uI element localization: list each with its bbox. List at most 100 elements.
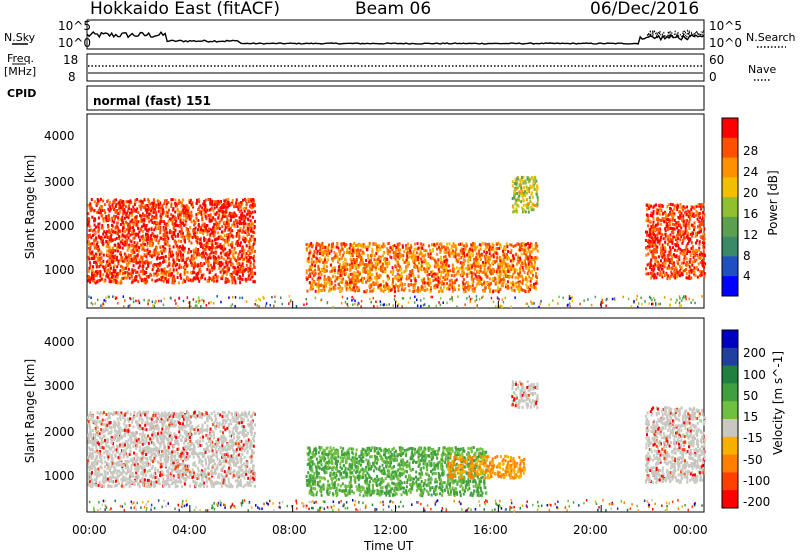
heatmap-cell <box>203 208 206 212</box>
heatmap-cell <box>137 280 140 284</box>
heatmap-cell <box>236 262 239 265</box>
heatmap-cell <box>360 278 363 282</box>
heatmap-cell <box>179 200 182 204</box>
heatmap-cell <box>383 303 385 306</box>
heatmap-cell <box>402 254 405 258</box>
heatmap-cell <box>97 245 100 249</box>
heatmap-cell <box>184 209 187 213</box>
heatmap-cell <box>214 200 217 204</box>
heatmap-cell <box>354 264 357 268</box>
heatmap-cell <box>401 305 403 308</box>
heatmap-cell <box>237 253 240 257</box>
heatmap-cell <box>234 251 237 255</box>
heatmap-cell <box>432 279 435 283</box>
heatmap-cell <box>167 237 170 240</box>
heatmap-cell <box>135 243 138 247</box>
heatmap-cell <box>143 298 145 302</box>
heatmap-cell <box>318 284 320 288</box>
heatmap-cell <box>180 211 183 215</box>
heatmap-cell <box>210 251 213 255</box>
heatmap-cell <box>101 224 104 228</box>
heatmap-cell <box>105 269 108 273</box>
heatmap-cell <box>504 256 507 260</box>
heatmap-cell <box>538 305 540 309</box>
heatmap-cell <box>490 296 493 300</box>
heatmap-cell <box>498 298 500 301</box>
heatmap-cell <box>114 295 116 299</box>
heatmap-cell <box>124 216 126 220</box>
heatmap-cell <box>504 285 507 289</box>
heatmap-cell <box>94 231 97 235</box>
heatmap-cell <box>175 268 178 272</box>
heatmap-cell <box>426 273 429 277</box>
heatmap-cell <box>451 244 453 248</box>
heatmap-cell <box>203 299 205 303</box>
heatmap-cell <box>423 297 425 300</box>
heatmap-cell <box>138 204 141 208</box>
heatmap-cell <box>437 279 440 283</box>
heatmap-cell <box>160 220 163 224</box>
heatmap-cell <box>157 203 160 207</box>
heatmap-cell <box>406 277 409 281</box>
heatmap-cell <box>129 304 131 307</box>
nsearch-label: N.Search <box>746 31 796 44</box>
heatmap-cell <box>465 266 468 270</box>
heatmap-cell <box>413 289 416 293</box>
heatmap-cell <box>163 267 166 271</box>
heatmap-cell <box>171 237 174 241</box>
heatmap-cell <box>242 237 245 241</box>
heatmap-cell <box>315 259 318 263</box>
heatmap-cell <box>351 279 354 283</box>
heatmap-cell <box>525 283 528 287</box>
heatmap-cell <box>114 278 117 282</box>
heatmap-cell <box>698 219 701 223</box>
heatmap-cell <box>104 300 107 303</box>
heatmap-cell <box>105 233 108 237</box>
heatmap-cell <box>211 243 214 247</box>
heatmap-cell <box>250 234 253 238</box>
heatmap-cell <box>92 257 95 260</box>
heatmap-cell <box>450 246 453 250</box>
heatmap-cell <box>324 268 327 272</box>
heatmap-cell <box>351 243 354 247</box>
heatmap-cell <box>527 206 530 210</box>
heatmap-cell <box>152 241 154 245</box>
heatmap-cell <box>193 248 196 252</box>
heatmap-cell <box>499 259 502 263</box>
heatmap-cell <box>230 213 233 216</box>
heatmap-cell <box>492 255 495 259</box>
heatmap-cell <box>209 198 212 201</box>
heatmap-cell <box>213 234 216 238</box>
heatmap-cell <box>681 219 683 223</box>
heatmap-cell <box>319 244 322 248</box>
heatmap-cell <box>423 256 425 260</box>
heatmap-cell <box>258 305 260 308</box>
heatmap-cell <box>354 259 357 263</box>
heatmap-cell <box>428 252 431 256</box>
heatmap-cell <box>121 238 124 242</box>
heatmap-cell <box>215 220 218 224</box>
heatmap-cell <box>214 218 217 221</box>
heatmap-cell <box>187 251 190 255</box>
heatmap-cell <box>399 253 402 257</box>
heatmap-cell <box>370 255 373 259</box>
heatmap-cell <box>152 251 155 255</box>
heatmap-cell <box>147 264 150 268</box>
heatmap-cell <box>422 243 425 247</box>
heatmap-cell <box>518 248 521 252</box>
heatmap-cell <box>93 219 96 223</box>
heatmap-cell <box>210 218 213 222</box>
heatmap-cell <box>219 270 222 274</box>
heatmap-cell <box>177 202 180 205</box>
heatmap-cell <box>119 206 122 209</box>
heatmap-cell <box>350 280 353 284</box>
heatmap-cell <box>323 251 326 254</box>
heatmap-cell <box>532 301 534 305</box>
heatmap-cell <box>179 214 182 218</box>
heatmap-cell <box>92 254 95 258</box>
heatmap-cell <box>130 208 133 212</box>
heatmap-cell <box>145 232 147 236</box>
heatmap-cell <box>158 277 161 281</box>
heatmap-cell <box>333 266 336 270</box>
heatmap-cell <box>171 264 174 268</box>
